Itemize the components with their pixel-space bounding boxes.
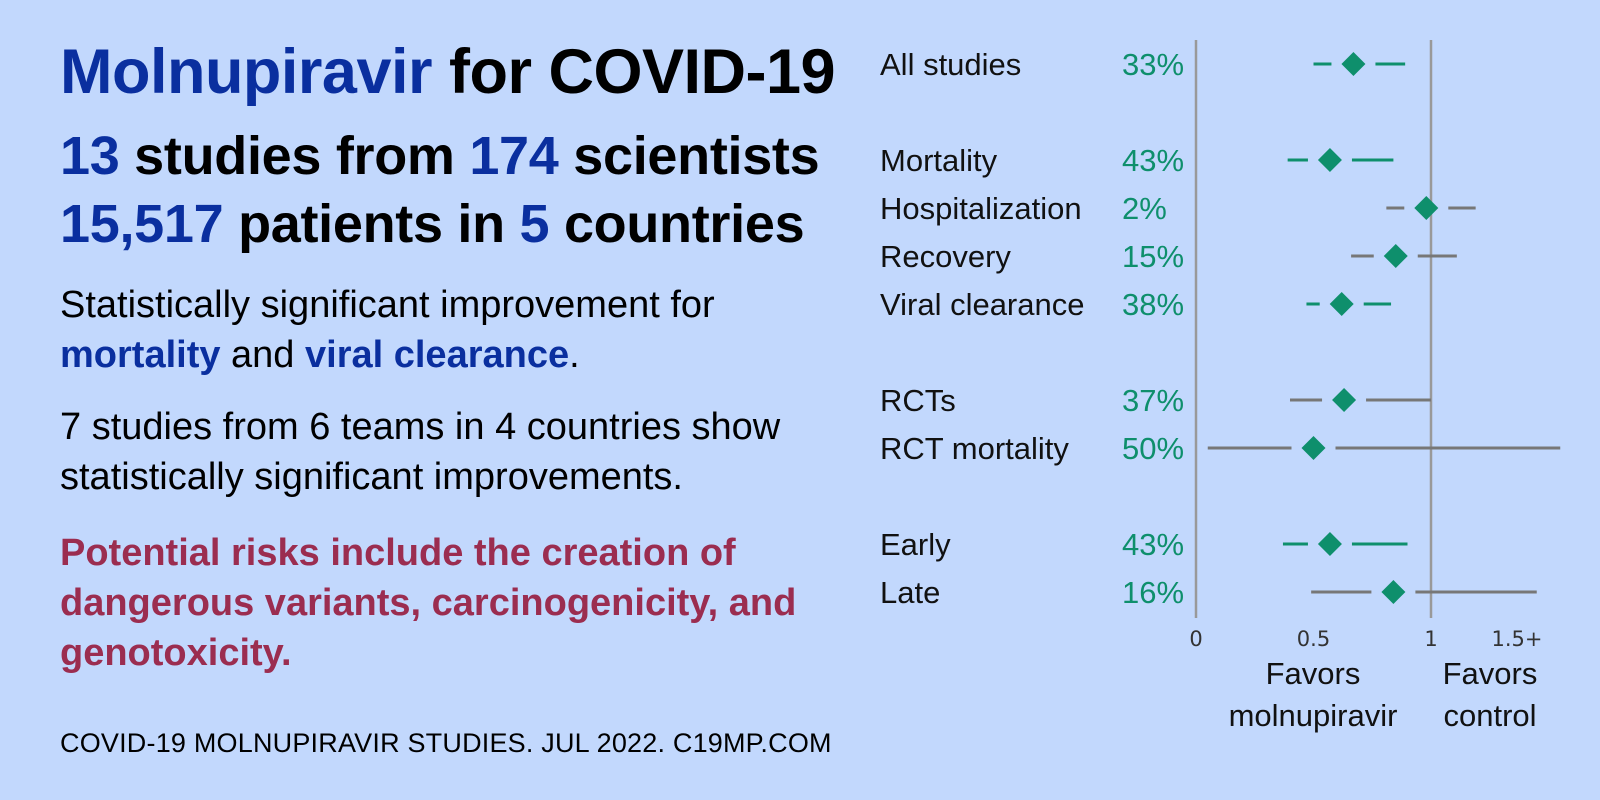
scientists-text: scientists xyxy=(558,126,820,186)
significance-summary: Statistically significant improvement fo… xyxy=(60,280,840,380)
row-label: Early xyxy=(880,527,951,562)
drug-name: Molnupiravir xyxy=(60,37,433,107)
summary-panel: Molnupiravir for COVID-19 13 studies fro… xyxy=(60,30,840,678)
estimate-diamond xyxy=(1329,292,1354,316)
patients-count: 15,517 xyxy=(60,194,224,254)
estimate-diamond xyxy=(1383,244,1408,268)
estimate-diamond xyxy=(1381,580,1406,604)
x-tick-label: 1.5+ xyxy=(1492,627,1543,651)
favors-drug-label-line2: molnupiravir xyxy=(1229,698,1398,733)
row-label: Mortality xyxy=(880,143,998,178)
estimate-diamond xyxy=(1301,436,1326,460)
row-improvement: 33% xyxy=(1122,47,1184,82)
study-stats: 13 studies from 174 scientists 15,517 pa… xyxy=(60,122,840,258)
row-label: Hospitalization xyxy=(880,191,1082,226)
title-rest: for COVID-19 xyxy=(432,37,836,107)
row-label: All studies xyxy=(880,47,1021,82)
row-improvement: 37% xyxy=(1122,383,1184,418)
row-improvement: 43% xyxy=(1122,143,1184,178)
x-tick-label: 0 xyxy=(1189,627,1202,651)
favors-drug-label-line1: Favors xyxy=(1266,656,1361,691)
row-improvement: 50% xyxy=(1122,431,1184,466)
x-tick-label: 0.5 xyxy=(1297,627,1330,651)
footer-source: COVID-19 MOLNUPIRAVIR STUDIES. JUL 2022.… xyxy=(60,728,832,758)
row-improvement: 38% xyxy=(1122,287,1184,322)
studies-line: 13 studies from 174 scientists xyxy=(60,122,840,190)
row-label: Late xyxy=(880,575,940,610)
row-label: RCTs xyxy=(880,383,956,418)
estimate-diamond xyxy=(1317,148,1342,172)
row-improvement: 43% xyxy=(1122,527,1184,562)
studies-text: studies from xyxy=(119,126,470,186)
row-label: RCT mortality xyxy=(880,431,1069,466)
scientists-count: 174 xyxy=(469,126,559,186)
row-label: Recovery xyxy=(880,239,1011,274)
teams-summary: 7 studies from 6 teams in 4 countries sh… xyxy=(60,406,781,498)
summary-and: and xyxy=(220,334,306,376)
page-title: Molnupiravir for COVID-19 xyxy=(60,30,840,114)
row-improvement: 15% xyxy=(1122,239,1184,274)
estimate-diamond xyxy=(1317,532,1342,556)
summary-lead: Statistically significant improvement fo… xyxy=(60,284,715,326)
risk-warning: Potential risks include the creation of … xyxy=(60,532,797,674)
estimate-diamond xyxy=(1332,388,1357,412)
summary-end: . xyxy=(569,334,580,376)
patients-text: patients in xyxy=(223,194,520,254)
favors-control-label-line2: control xyxy=(1443,698,1536,733)
favors-control-label-line1: Favors xyxy=(1443,656,1538,691)
countries-count: 5 xyxy=(519,194,550,254)
countries-text: countries xyxy=(549,194,805,254)
row-improvement: 16% xyxy=(1122,575,1184,610)
estimate-diamond xyxy=(1414,196,1439,220)
studies-count: 13 xyxy=(60,126,120,186)
x-tick-label: 1 xyxy=(1424,627,1437,651)
mortality-highlight: mortality xyxy=(60,334,221,376)
row-label: Viral clearance xyxy=(880,287,1084,322)
estimate-diamond xyxy=(1341,52,1366,76)
patients-line: 15,517 patients in 5 countries xyxy=(60,190,840,258)
viral-clearance-highlight: viral clearance xyxy=(305,334,570,376)
row-improvement: 2% xyxy=(1122,191,1167,226)
